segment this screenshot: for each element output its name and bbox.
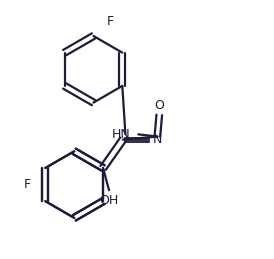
Text: F: F xyxy=(107,15,114,28)
Text: N: N xyxy=(152,133,162,146)
Text: O: O xyxy=(154,99,164,112)
Text: F: F xyxy=(24,178,31,191)
Text: OH: OH xyxy=(99,194,119,207)
Text: HN: HN xyxy=(112,128,131,141)
